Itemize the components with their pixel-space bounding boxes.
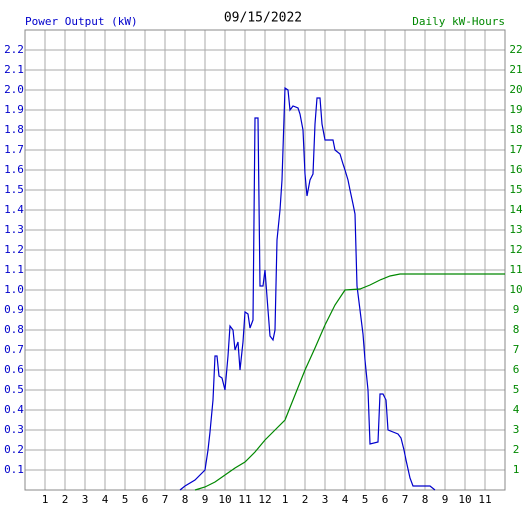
x-tick-label: 2	[302, 493, 309, 506]
x-tick-label: 9	[202, 493, 209, 506]
x-tick-label: 10	[458, 493, 471, 506]
x-tick-label: 3	[82, 493, 89, 506]
y-tick-label: 0.5	[4, 383, 24, 396]
plot-border	[24, 29, 506, 491]
y2-tick-label: 4	[513, 403, 520, 416]
y-tick-label: 1.4	[4, 203, 24, 216]
x-tick-label: 2	[62, 493, 69, 506]
y-tick-label: 2.0	[4, 83, 24, 96]
y2-tick-label: 6	[513, 363, 520, 376]
y2-tick-label: 15	[509, 183, 522, 196]
chart-title: 09/15/2022	[224, 11, 302, 26]
y2-tick-label: 13	[509, 223, 522, 236]
y-tick-label: 0.3	[4, 423, 24, 436]
y-tick-label: 1.2	[4, 243, 24, 256]
y-tick-label: 0.1	[4, 463, 24, 476]
x-tick-label: 1	[42, 493, 49, 506]
y2-tick-label: 21	[509, 63, 522, 76]
y2-tick-label: 12	[509, 243, 522, 256]
y-tick-label: 2.1	[4, 63, 24, 76]
x-tick-label: 7	[162, 493, 169, 506]
y2-tick-label: 17	[509, 143, 522, 156]
x-tick-label: 6	[142, 493, 149, 506]
y-tick-label: 2.2	[4, 43, 24, 56]
line	[179, 86, 436, 491]
y2-tick-label: 16	[509, 163, 522, 176]
y2-tick-label: 2	[513, 443, 520, 456]
x-tick-label: 8	[422, 493, 429, 506]
y2-tick-label: 22	[509, 43, 522, 56]
line	[194, 273, 505, 491]
x-tick-label: 6	[382, 493, 389, 506]
x-tick-label: 1	[282, 493, 289, 506]
y2-tick-label: 19	[509, 103, 522, 116]
y2-tick-label: 10	[509, 283, 522, 296]
y2-tick-label: 3	[513, 423, 520, 436]
x-tick-label: 8	[182, 493, 189, 506]
x-tick-label: 7	[402, 493, 409, 506]
x-tick-label: 11	[478, 493, 491, 506]
x-tick-label: 10	[218, 493, 231, 506]
x-tick-label: 5	[362, 493, 369, 506]
y2-axis-label: Daily kW-Hours	[412, 15, 505, 28]
y2-tick-label: 1	[513, 463, 520, 476]
y2-tick-label: 7	[513, 343, 520, 356]
y-tick-label: 0.9	[4, 303, 24, 316]
x-tick-label: 5	[122, 493, 129, 506]
x-tick-label: 3	[322, 493, 329, 506]
y-axis-label: Power Output (kW)	[25, 15, 138, 28]
y2-tick-label: 11	[509, 263, 522, 276]
y-tick-label: 0.8	[4, 323, 24, 336]
y-tick-label: 0.4	[4, 403, 24, 416]
y-tick-label: 1.8	[4, 123, 24, 136]
y2-tick-label: 20	[509, 83, 522, 96]
y-tick-label: 1.5	[4, 183, 24, 196]
x-tick-label: 4	[102, 493, 109, 506]
y2-tick-label: 14	[509, 203, 523, 216]
y-tick-label: 1.6	[4, 163, 24, 176]
y-tick-label: 0.2	[4, 443, 24, 456]
x-tick-label: 4	[342, 493, 349, 506]
x-tick-label: 11	[238, 493, 251, 506]
y2-tick-label: 9	[513, 303, 520, 316]
y-tick-label: 1.3	[4, 223, 24, 236]
y2-tick-label: 5	[513, 383, 520, 396]
y-tick-label: 1.0	[4, 283, 24, 296]
y-tick-label: 0.7	[4, 343, 24, 356]
y2-tick-label: 8	[513, 323, 520, 336]
x-tick-label: 12	[258, 493, 271, 506]
y-tick-label: 0.6	[4, 363, 24, 376]
x-tick-label: 9	[442, 493, 449, 506]
y-tick-label: 1.7	[4, 143, 24, 156]
y-tick-label: 1.9	[4, 103, 24, 116]
y-tick-label: 1.1	[4, 263, 24, 276]
y2-tick-label: 18	[509, 123, 522, 136]
